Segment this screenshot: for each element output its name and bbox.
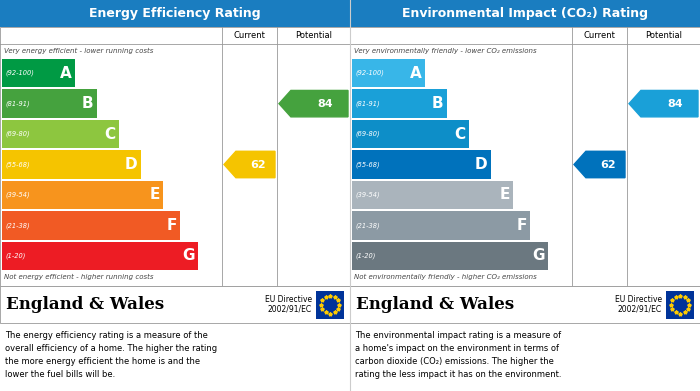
Text: A: A	[410, 66, 421, 81]
Text: (1-20): (1-20)	[355, 253, 375, 259]
Bar	[352, 59, 425, 88]
Text: (81-91): (81-91)	[355, 100, 379, 107]
Bar	[350, 286, 700, 323]
Text: C: C	[104, 127, 116, 142]
Bar	[352, 120, 468, 148]
Text: England & Wales: England & Wales	[6, 296, 164, 313]
Bar	[350, 27, 700, 286]
Bar	[2, 211, 180, 240]
Polygon shape	[224, 151, 275, 178]
Bar	[2, 120, 118, 148]
Text: (21-38): (21-38)	[355, 222, 379, 229]
Text: Energy Efficiency Rating: Energy Efficiency Rating	[89, 7, 261, 20]
Text: (39-54): (39-54)	[5, 192, 29, 198]
Text: E: E	[499, 187, 510, 203]
Bar	[2, 242, 198, 270]
Text: C: C	[454, 127, 466, 142]
Text: E: E	[149, 187, 160, 203]
Bar	[352, 181, 512, 209]
Text: 84: 84	[667, 99, 682, 109]
Bar	[352, 150, 491, 179]
Text: Not energy efficient - higher running costs: Not energy efficient - higher running co…	[4, 273, 153, 280]
Bar	[316, 291, 344, 319]
Text: Environmental Impact (CO₂) Rating: Environmental Impact (CO₂) Rating	[402, 7, 648, 20]
Text: (39-54): (39-54)	[355, 192, 379, 198]
Text: The energy efficiency rating is a measure of the
overall efficiency of a home. T: The energy efficiency rating is a measur…	[5, 331, 217, 379]
Bar	[350, 0, 700, 27]
Text: 84: 84	[317, 99, 332, 109]
Text: (69-80): (69-80)	[355, 131, 379, 137]
Bar	[0, 0, 350, 27]
Text: (81-91): (81-91)	[5, 100, 29, 107]
Bar	[2, 59, 75, 88]
Text: (92-100): (92-100)	[355, 70, 384, 77]
Bar	[0, 27, 350, 286]
Text: 2002/91/EC: 2002/91/EC	[618, 305, 662, 314]
Text: EU Directive: EU Directive	[265, 295, 312, 304]
Bar	[2, 181, 162, 209]
Polygon shape	[574, 151, 625, 178]
Text: B: B	[82, 96, 94, 111]
Bar	[2, 150, 141, 179]
Text: D: D	[125, 157, 138, 172]
Text: F: F	[517, 218, 527, 233]
Text: (55-68): (55-68)	[355, 161, 379, 168]
Bar	[666, 291, 694, 319]
Text: B: B	[432, 96, 444, 111]
Text: (55-68): (55-68)	[5, 161, 29, 168]
Text: England & Wales: England & Wales	[356, 296, 514, 313]
Text: (92-100): (92-100)	[5, 70, 34, 77]
Polygon shape	[629, 90, 698, 117]
Text: Potential: Potential	[645, 31, 682, 40]
Text: (1-20): (1-20)	[5, 253, 25, 259]
Polygon shape	[279, 90, 348, 117]
Text: G: G	[532, 248, 545, 263]
Text: Current: Current	[234, 31, 265, 40]
Bar	[0, 286, 350, 323]
Text: 2002/91/EC: 2002/91/EC	[268, 305, 312, 314]
Bar	[352, 211, 530, 240]
Bar	[2, 90, 97, 118]
Text: (69-80): (69-80)	[5, 131, 29, 137]
Text: The environmental impact rating is a measure of
a home's impact on the environme: The environmental impact rating is a mea…	[355, 331, 561, 379]
Text: A: A	[60, 66, 71, 81]
Text: Current: Current	[584, 31, 615, 40]
Text: Very energy efficient - lower running costs: Very energy efficient - lower running co…	[4, 48, 153, 54]
Bar	[352, 242, 548, 270]
Text: (21-38): (21-38)	[5, 222, 29, 229]
Text: Potential: Potential	[295, 31, 332, 40]
Text: F: F	[167, 218, 177, 233]
Text: Not environmentally friendly - higher CO₂ emissions: Not environmentally friendly - higher CO…	[354, 273, 537, 280]
Text: 62: 62	[250, 160, 266, 170]
Bar	[352, 90, 447, 118]
Text: Very environmentally friendly - lower CO₂ emissions: Very environmentally friendly - lower CO…	[354, 48, 537, 54]
Text: EU Directive: EU Directive	[615, 295, 662, 304]
Text: G: G	[182, 248, 195, 263]
Text: D: D	[475, 157, 488, 172]
Text: 62: 62	[600, 160, 616, 170]
